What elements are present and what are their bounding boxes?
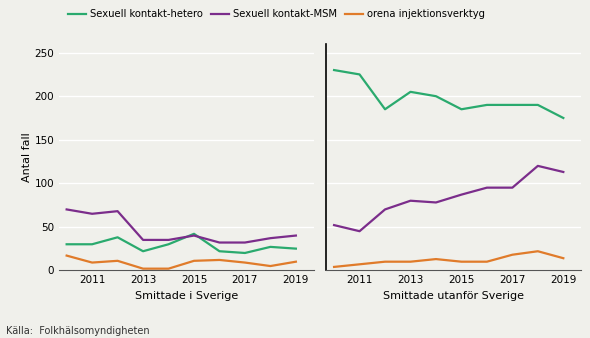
Text: Källa:  Folkhälsomyndigheten: Källa: Folkhälsomyndigheten xyxy=(6,326,149,336)
X-axis label: Smittade utanför Sverige: Smittade utanför Sverige xyxy=(384,291,525,301)
X-axis label: Smittade i Sverige: Smittade i Sverige xyxy=(135,291,238,301)
Y-axis label: Antal fall: Antal fall xyxy=(22,132,32,182)
Legend: Sexuell kontakt-hetero, Sexuell kontakt-MSM, orena injektionsverktyg: Sexuell kontakt-hetero, Sexuell kontakt-… xyxy=(64,5,489,23)
